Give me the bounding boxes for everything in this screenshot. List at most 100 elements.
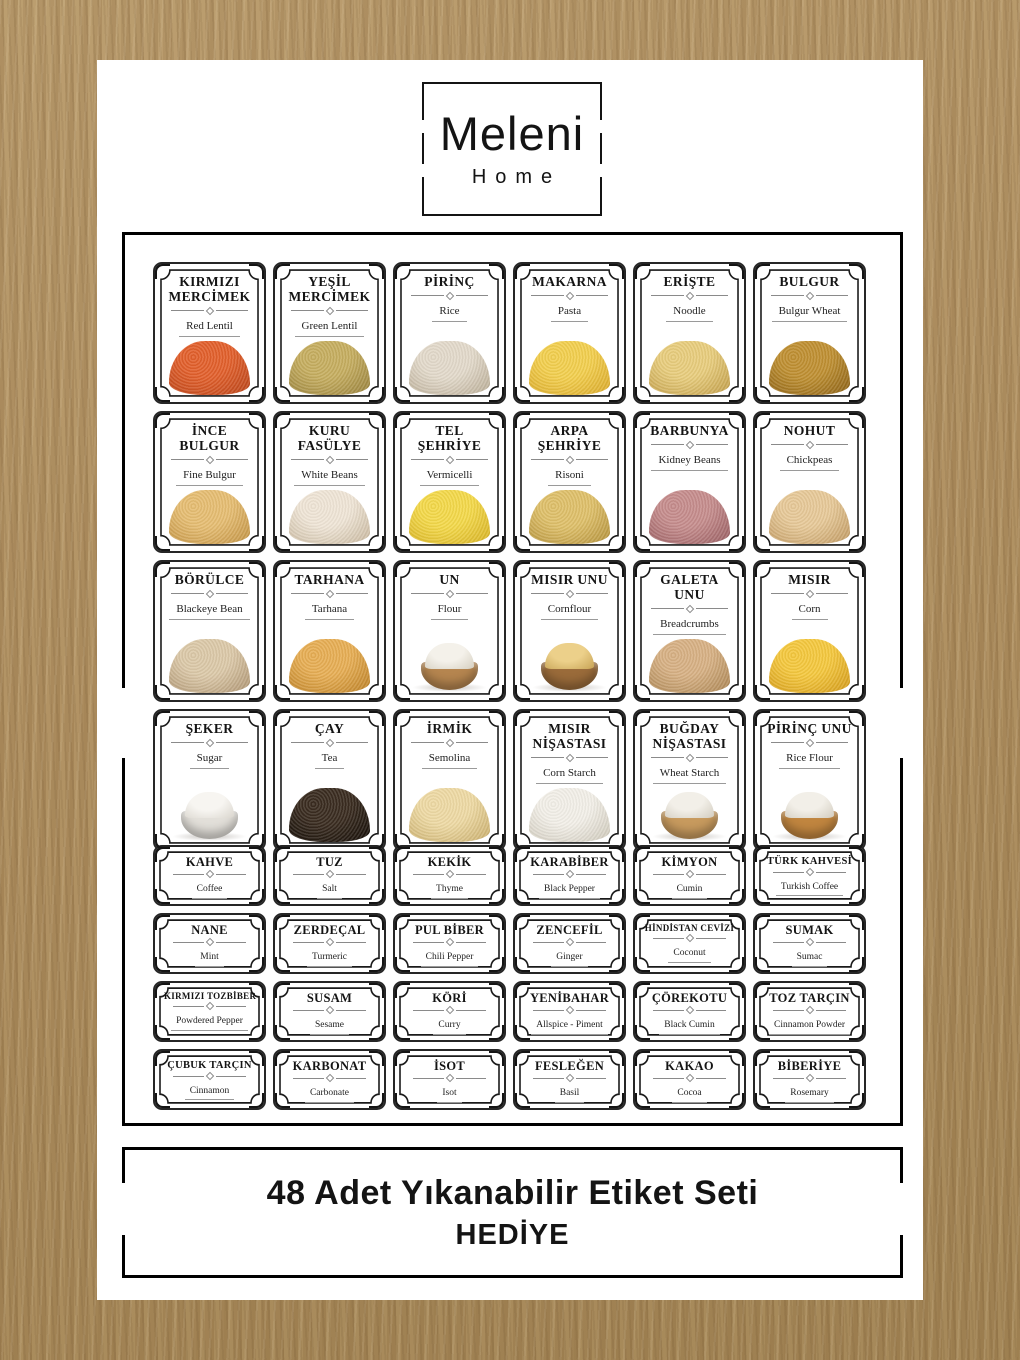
label-frame-border <box>160 716 259 844</box>
ingredient-mound <box>408 788 491 842</box>
product-photo <box>525 482 614 544</box>
label-divider <box>533 937 606 947</box>
label-subtitle-en: Allspice - Piment <box>531 1020 608 1035</box>
product-photo <box>525 333 614 395</box>
label-title-tr: PİRİNÇ <box>424 274 475 289</box>
label-divider <box>651 753 728 762</box>
product-photo <box>525 780 614 842</box>
diamond-ornament <box>685 1073 694 1083</box>
diamond-ornament <box>325 738 334 748</box>
label-title-tr: BARBUNYA <box>650 423 729 438</box>
big-label-card: YEŞİL MERCİMEK Green Lentil <box>273 262 386 404</box>
label-subtitle-en: Corn Starch <box>536 767 603 784</box>
small-label-card: KİMYON Cumin <box>633 845 746 906</box>
label-title-tr: TEL ŞEHRİYE <box>417 423 482 453</box>
label-title-tr: TOZ TARÇIN <box>769 991 850 1005</box>
label-title-tr: İSOT <box>433 1059 466 1073</box>
big-label-card: PİRİNÇ Rice <box>393 262 506 404</box>
label-frame-border <box>760 567 859 695</box>
label-frame-border <box>159 1055 260 1104</box>
label-divider <box>291 455 368 464</box>
small-label-card: KARABİBER Black Pepper <box>513 845 626 906</box>
product-photo <box>645 333 734 395</box>
label-divider <box>171 455 248 464</box>
big-label-card: ŞEKER Sugar <box>153 709 266 851</box>
label-frame-border <box>279 1055 380 1104</box>
label-divider <box>171 306 248 315</box>
diamond-ornament <box>805 589 814 599</box>
label-title-tr: ÇÖREKOTU <box>651 991 728 1005</box>
label-subtitle-en: Curry <box>433 1020 466 1035</box>
label-frame-border <box>640 716 739 844</box>
label-subtitle-en: White Beans <box>294 469 365 486</box>
label-subtitle-en: Red Lentil <box>179 320 240 337</box>
product-photo <box>405 482 494 544</box>
label-frame-border <box>640 418 739 546</box>
board-border-gap <box>900 688 904 758</box>
label-divider <box>533 869 606 879</box>
label-subtitle-en: Risoni <box>548 469 591 486</box>
product-photo <box>285 333 374 395</box>
label-divider <box>773 1073 846 1083</box>
label-divider <box>293 1073 366 1083</box>
label-subtitle-en: Vermicelli <box>419 469 480 486</box>
label-frame-border <box>520 418 619 546</box>
label-subtitle-en: Chili Pepper <box>420 952 479 967</box>
label-title-tr: BULGUR <box>779 274 840 289</box>
diamond-ornament <box>445 589 454 599</box>
label-frame-border <box>520 716 619 844</box>
board-border-gap <box>121 688 125 758</box>
ingredient-mound <box>408 341 491 395</box>
label-title-tr: ZERDEÇAL <box>293 923 366 937</box>
diamond-ornament <box>325 869 334 879</box>
label-title-tr: BÖRÜLCE <box>174 572 245 587</box>
diamond-ornament <box>205 306 214 315</box>
label-frame-border <box>160 269 259 397</box>
diamond-ornament <box>325 589 334 599</box>
label-frame-border <box>279 851 380 900</box>
label-title-tr: ŞEKER <box>185 721 234 736</box>
ingredient-mound <box>288 788 371 842</box>
big-label-card: ERİŞTE Noodle <box>633 262 746 404</box>
label-title-tr: SUMAK <box>785 923 834 937</box>
diamond-ornament <box>205 869 214 879</box>
label-frame-border <box>759 1055 860 1104</box>
label-title-tr: SUSAM <box>306 991 353 1005</box>
big-label-card: MISIR NİŞASTASI Corn Starch <box>513 709 626 851</box>
label-frame-border <box>640 567 739 695</box>
ingredient-pile <box>545 643 594 669</box>
ingredient-mound <box>528 788 611 842</box>
diamond-ornament <box>805 738 814 748</box>
product-photo <box>405 631 494 693</box>
diamond-ornament <box>445 937 454 947</box>
small-label-card: YENİBAHAR Allspice - Piment <box>513 981 626 1042</box>
label-title-tr: FESLEĞEN <box>534 1059 605 1073</box>
label-subtitle-en: Tea <box>314 752 345 770</box>
small-label-card: ZERDEÇAL Turmeric <box>273 913 386 974</box>
small-label-card: SUSAM Sesame <box>273 981 386 1042</box>
diamond-ornament <box>445 869 454 879</box>
label-subtitle-en: Coffee <box>191 884 228 899</box>
label-title-tr: YEŞİL MERCİMEK <box>288 274 371 304</box>
label-divider <box>293 937 366 947</box>
diamond-ornament <box>205 1071 214 1081</box>
label-frame-border <box>760 269 859 397</box>
label-divider <box>531 589 608 599</box>
brand-logo-box: Meleni Home <box>421 82 603 216</box>
label-frame-border <box>399 1055 500 1104</box>
label-title-tr: ARPA ŞEHRİYE <box>537 423 602 453</box>
label-frame-border <box>639 919 740 968</box>
label-title-tr: TUZ <box>316 855 343 869</box>
ingredient-mound <box>768 490 851 544</box>
label-frame-border <box>399 987 500 1036</box>
ingredient-mound <box>408 490 491 544</box>
label-subtitle-en: Noodle <box>666 305 713 323</box>
label-divider <box>411 291 488 301</box>
label-subtitle-en: Isot <box>437 1088 462 1103</box>
ingredient-mound <box>288 341 371 395</box>
label-divider <box>531 291 608 301</box>
logo-border-gap <box>599 120 603 133</box>
diamond-ornament <box>565 589 574 599</box>
label-divider <box>413 1005 486 1015</box>
ingredient-pile <box>785 792 834 818</box>
